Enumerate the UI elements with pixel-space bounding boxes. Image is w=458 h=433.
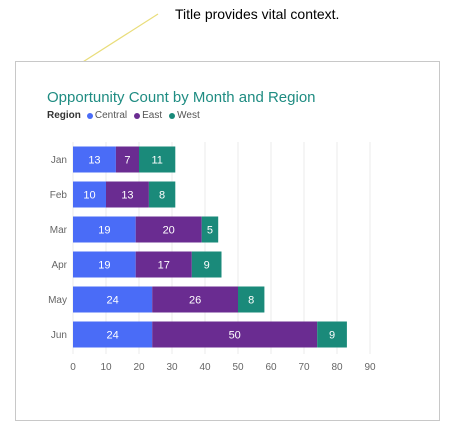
data-label-west: 8 bbox=[248, 295, 254, 307]
data-label-east: 7 bbox=[124, 155, 130, 167]
data-label-east: 17 bbox=[158, 260, 170, 272]
data-label-west: 11 bbox=[151, 155, 162, 167]
data-label-central: 13 bbox=[88, 155, 100, 167]
bar-central[interactable] bbox=[73, 181, 106, 208]
bar-central[interactable] bbox=[73, 251, 136, 278]
bar-east[interactable] bbox=[135, 251, 192, 278]
x-tick-label: 80 bbox=[331, 362, 343, 373]
bar-east[interactable] bbox=[106, 181, 149, 208]
x-tick-label: 20 bbox=[133, 362, 145, 373]
data-label-west: 9 bbox=[204, 260, 210, 272]
data-label-west: 5 bbox=[207, 225, 213, 237]
chart-title: Opportunity Count by Month and Region bbox=[47, 89, 316, 106]
x-tick-label: 10 bbox=[100, 362, 112, 373]
bar-east[interactable] bbox=[152, 321, 318, 348]
legend-item-east[interactable]: East bbox=[134, 110, 162, 121]
legend-dot-east bbox=[134, 112, 141, 119]
legend-label-west: West bbox=[177, 110, 200, 121]
bar-east[interactable] bbox=[115, 146, 139, 173]
legend-item-central[interactable]: Central bbox=[86, 110, 128, 121]
bar-central[interactable] bbox=[73, 321, 153, 348]
x-tick-label: 0 bbox=[70, 362, 76, 373]
y-category-label: Feb bbox=[50, 190, 68, 201]
x-tick-label: 50 bbox=[232, 362, 244, 373]
legend: Region Central East West bbox=[47, 110, 203, 121]
data-label-west: 9 bbox=[329, 330, 335, 342]
legend-title: Region bbox=[47, 110, 81, 121]
y-category-label: Jan bbox=[51, 155, 67, 166]
y-category-label: Apr bbox=[51, 260, 67, 271]
bar-west[interactable] bbox=[148, 181, 176, 208]
x-tick-label: 90 bbox=[364, 362, 376, 373]
y-category-label: Jun bbox=[51, 330, 67, 341]
data-label-east: 13 bbox=[121, 190, 133, 202]
data-label-central: 19 bbox=[98, 260, 110, 272]
data-label-east: 50 bbox=[229, 330, 241, 342]
bar-east[interactable] bbox=[135, 216, 202, 243]
bar-east[interactable] bbox=[152, 286, 238, 313]
bar-central[interactable] bbox=[73, 146, 116, 173]
chart-card: Opportunity Count by Month and Region Re… bbox=[15, 61, 440, 421]
data-label-central: 19 bbox=[98, 225, 110, 237]
y-category-label: Mar bbox=[50, 225, 68, 236]
x-tick-label: 30 bbox=[166, 362, 178, 373]
data-label-central: 24 bbox=[106, 330, 118, 342]
data-label-east: 20 bbox=[163, 225, 175, 237]
y-category-label: May bbox=[48, 295, 67, 306]
x-tick-label: 40 bbox=[199, 362, 211, 373]
x-tick-label: 60 bbox=[265, 362, 277, 373]
bar-west[interactable] bbox=[238, 286, 265, 313]
legend-label-central: Central bbox=[94, 110, 128, 121]
data-label-west: 8 bbox=[159, 190, 165, 202]
plot-area: 0 10 20 30 40 50 60 70 80 90 Jan 13 7 11 Feb 10 13 8 Mar 19… bbox=[48, 142, 376, 373]
bar-west[interactable] bbox=[191, 251, 222, 278]
annotation-text: Title provides vital context. bbox=[175, 6, 340, 22]
bar-west[interactable] bbox=[201, 216, 219, 243]
bar-west[interactable] bbox=[139, 146, 176, 173]
data-label-central: 10 bbox=[83, 190, 95, 202]
data-label-central: 24 bbox=[106, 295, 118, 307]
bar-central[interactable] bbox=[73, 216, 136, 243]
legend-item-west[interactable]: West bbox=[169, 110, 200, 121]
x-tick-label: 70 bbox=[298, 362, 310, 373]
bar-central[interactable] bbox=[73, 286, 153, 313]
bar-west[interactable] bbox=[317, 321, 347, 348]
data-label-east: 26 bbox=[189, 295, 201, 307]
legend-dot-west bbox=[169, 112, 176, 119]
legend-dot-central bbox=[86, 112, 93, 119]
legend-label-east: East bbox=[142, 110, 163, 121]
